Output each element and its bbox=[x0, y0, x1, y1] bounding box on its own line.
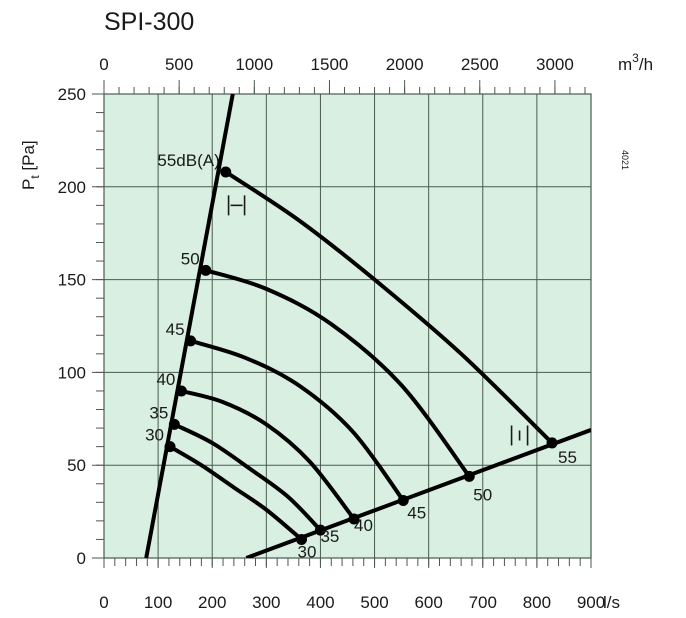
curve-end-label: 40 bbox=[354, 516, 373, 535]
x2-tick-label: 1500 bbox=[311, 55, 349, 74]
curve-start-label: 50 bbox=[181, 249, 200, 268]
x-tick-label: 400 bbox=[306, 593, 334, 612]
y-tick-label: 100 bbox=[58, 363, 86, 382]
curve-end-label: 30 bbox=[298, 542, 317, 561]
x-tick-label: 600 bbox=[414, 593, 442, 612]
curve-30db bbox=[168, 444, 303, 541]
chart-title: SPI-300 bbox=[104, 8, 195, 36]
x-tick-label: 800 bbox=[523, 593, 551, 612]
x-tick-label: 0 bbox=[99, 593, 108, 612]
x2-tick-label: 0 bbox=[99, 55, 108, 74]
x2-axis-label: m3/h bbox=[618, 51, 653, 74]
damper-position-symbol bbox=[510, 425, 529, 446]
curve-start-label: 30 bbox=[145, 426, 164, 445]
x-tick-label: 700 bbox=[469, 593, 497, 612]
curve-55db bbox=[224, 170, 554, 445]
x-tick-label: 100 bbox=[144, 593, 172, 612]
y-tick-label: 150 bbox=[58, 271, 86, 290]
y-tick-label: 200 bbox=[58, 178, 86, 197]
y-tick-label: 50 bbox=[67, 456, 86, 475]
x2-tick-label: 500 bbox=[165, 55, 193, 74]
sound-level-curves bbox=[144, 94, 591, 558]
x2-tick-label: 1000 bbox=[235, 55, 273, 74]
curve-end-label: 45 bbox=[407, 503, 426, 522]
x2-tick-label: 2500 bbox=[461, 55, 499, 74]
x-tick-label: 300 bbox=[252, 593, 280, 612]
curve-end-label: 55 bbox=[558, 448, 577, 467]
curve-40db bbox=[180, 389, 356, 521]
curve-35db bbox=[173, 422, 322, 532]
curve-start-label: 40 bbox=[156, 370, 175, 389]
x-tick-label: 900 bbox=[577, 593, 605, 612]
curve-start-label: 55dB(A) bbox=[157, 151, 219, 170]
plot-background bbox=[103, 93, 592, 559]
side-code: 4021 bbox=[620, 150, 630, 170]
min-damper-line bbox=[144, 94, 235, 558]
curve-start-label: 45 bbox=[166, 320, 185, 339]
x-tick-label: 200 bbox=[198, 593, 226, 612]
curve-50db bbox=[205, 268, 471, 478]
y-tick-label: 250 bbox=[58, 85, 86, 104]
curve-start-label: 35 bbox=[149, 403, 168, 422]
plot-area bbox=[103, 93, 592, 559]
x-axis-label: l/s bbox=[603, 593, 620, 612]
y-tick-label: 0 bbox=[77, 549, 86, 568]
grid-lines bbox=[92, 93, 592, 568]
x2-tick-label: 3000 bbox=[536, 55, 574, 74]
x2-tick-label: 2000 bbox=[386, 55, 424, 74]
curve-45db bbox=[189, 338, 405, 502]
curve-end-label: 35 bbox=[320, 527, 339, 546]
axes: 0 100 200 300 400 500 600 700 800 900050100150200… bbox=[19, 51, 653, 612]
x-tick-label: 500 bbox=[360, 593, 388, 612]
damper-open-symbol bbox=[227, 195, 246, 216]
curve-end-label: 50 bbox=[473, 485, 492, 504]
y-axis-label: Pt [Pa] bbox=[19, 140, 42, 190]
